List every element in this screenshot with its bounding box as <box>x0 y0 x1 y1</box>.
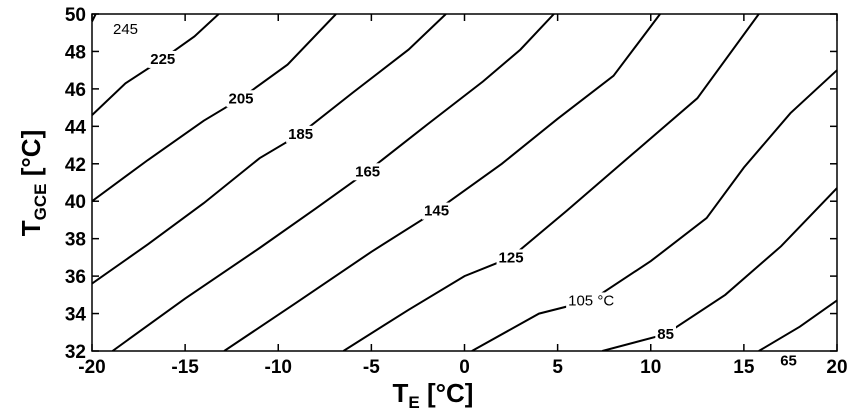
x-tick-label: -15 <box>171 357 199 378</box>
contour-label-bg-245 <box>111 20 141 38</box>
x-axis-title-unit: [°C] <box>420 378 474 408</box>
contour-label-bg-65 <box>778 352 799 370</box>
contour-label-65: 65 <box>780 352 797 369</box>
x-tick-label: -20 <box>78 357 105 378</box>
contour-label-bg-165 <box>353 163 383 181</box>
contour-line-105 <box>471 69 837 351</box>
y-tick-label: 36 <box>65 267 86 288</box>
y-tick-label: 50 <box>65 5 86 26</box>
contour-label-185: 185 <box>288 126 313 143</box>
contour-label-bg-125 <box>496 249 526 267</box>
contour-label-bg-105 <box>566 292 617 310</box>
contour-label-225: 225 <box>150 51 175 68</box>
x-tick-label: 5 <box>552 357 563 378</box>
y-tick-label: 42 <box>65 155 86 176</box>
y-tick-label: 48 <box>65 42 86 63</box>
contour-label-125: 125 <box>499 249 524 266</box>
y-axis-title-main: T <box>16 220 46 236</box>
contour-label-bg-185 <box>286 125 316 143</box>
contour-label-85: 85 <box>657 326 674 343</box>
contour-lines <box>92 14 837 351</box>
x-tick-label: 0 <box>459 357 470 378</box>
contour-label-bg-85 <box>655 326 676 344</box>
contour-labels: 245 225 205 185 165 145 125 105 °C 85 65 <box>111 20 799 370</box>
y-tick-label: 32 <box>65 342 86 363</box>
plot-frame <box>91 13 838 352</box>
contour-line-65 <box>758 299 837 351</box>
contour-line-85 <box>602 187 837 351</box>
x-tick-label: 15 <box>733 357 755 378</box>
x-tick-label: -5 <box>363 357 380 378</box>
x-tick-label: 20 <box>826 357 847 378</box>
y-tick-label: 44 <box>65 117 87 138</box>
contour-label-bg-225 <box>148 50 178 68</box>
y-tick-label: 40 <box>65 192 86 213</box>
contour-label-145: 145 <box>424 203 449 220</box>
contour-line-205 <box>92 14 337 203</box>
x-tick-label: 10 <box>640 357 661 378</box>
x-axis-title-sub: E <box>408 393 419 409</box>
y-axis-title-unit: [°C] <box>16 130 46 184</box>
x-axis-title: TE [°C] <box>393 378 474 409</box>
contour-line-165 <box>111 14 555 351</box>
x-axis-title-main: T <box>393 378 409 408</box>
y-axis-title-sub: GCE <box>31 183 50 220</box>
contour-label-165: 165 <box>355 163 380 180</box>
y-tick-label: 46 <box>65 80 86 101</box>
contour-label-105: 105 °C <box>568 292 614 309</box>
contour-label-245: 245 <box>113 21 138 38</box>
contour-label-bg-145 <box>422 202 452 220</box>
y-tick-label: 38 <box>65 230 86 251</box>
contour-line-125 <box>342 14 760 351</box>
contour-label-205: 205 <box>228 90 253 107</box>
x-axis: -20 -15 -10 -5 0 5 10 15 20 <box>78 14 848 378</box>
y-axis: 32 34 36 38 40 42 44 46 48 50 <box>65 5 837 363</box>
y-tick-label: 34 <box>65 305 87 326</box>
contour-label-bg-205 <box>226 90 256 108</box>
x-tick-label: -10 <box>265 357 292 378</box>
contour-line-145 <box>223 14 661 351</box>
y-axis-title: TGCE [°C] <box>16 130 50 236</box>
contour-line-185 <box>92 14 447 285</box>
